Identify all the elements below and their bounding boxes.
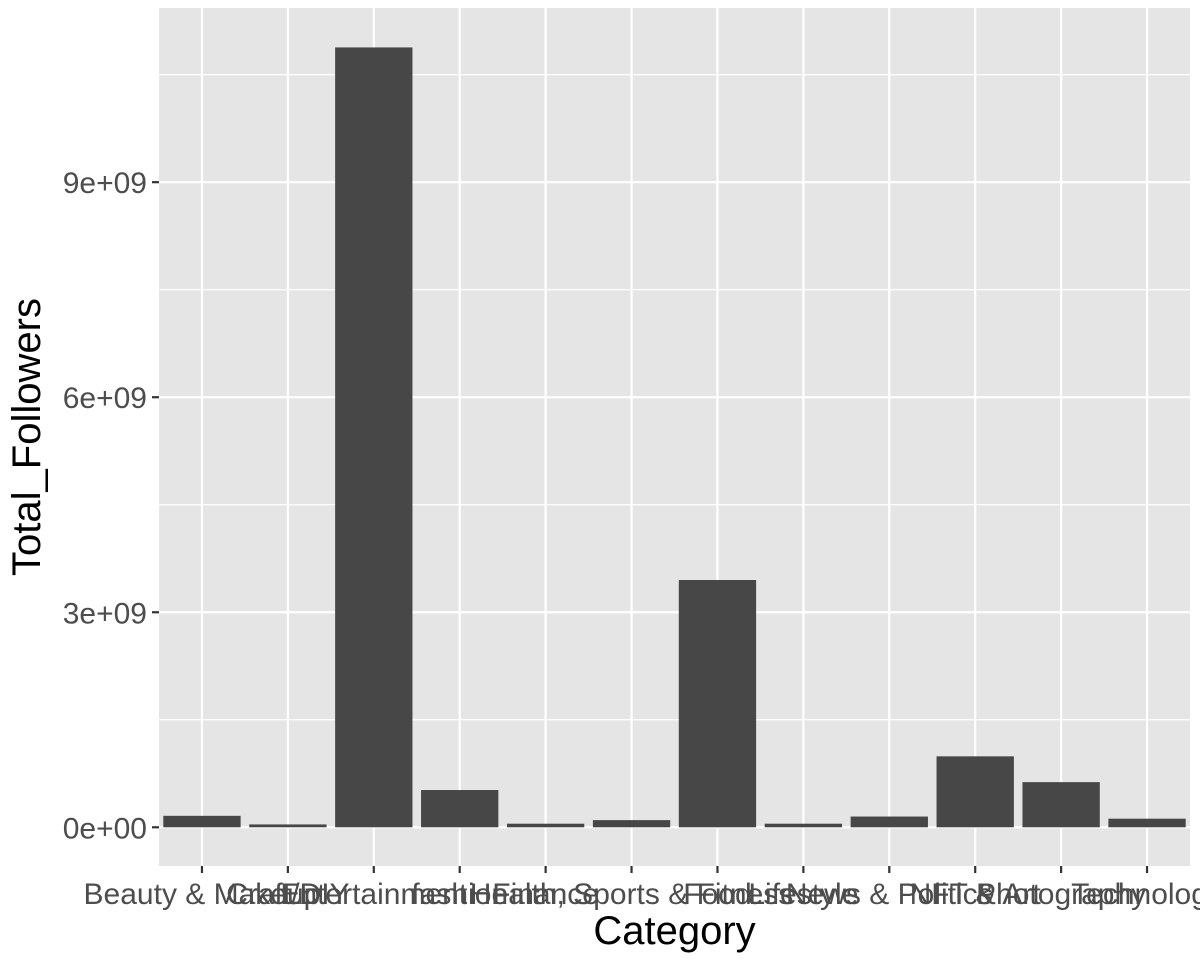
- x-tick-label: Entertainment: [280, 878, 467, 911]
- bar: [1022, 782, 1100, 828]
- bar: [335, 47, 413, 828]
- bar: [421, 790, 499, 828]
- y-tick-label: 0e+00: [63, 812, 147, 845]
- x-tick-label: Craft/DIY: [226, 878, 349, 911]
- x-tick-label: Photography: [976, 878, 1146, 911]
- bar: [249, 824, 327, 828]
- bar: [506, 823, 585, 828]
- bar: [678, 580, 757, 828]
- x-tick-label: Food: [683, 878, 751, 911]
- x-tick-label: Finance: [492, 878, 599, 911]
- bar: [764, 823, 843, 828]
- x-tick-label: Lifestyle: [748, 878, 858, 911]
- x-tick-label: Health, Sports & Fitness: [470, 878, 793, 911]
- y-axis-title: Total_Followers: [5, 298, 49, 576]
- x-tick-label: Beauty & Makeup: [84, 878, 321, 911]
- bar: [850, 816, 928, 828]
- y-tick-label: 6e+09: [63, 382, 147, 415]
- x-axis: Beauty & MakeupCraft/DIYEntertainmentfas…: [84, 866, 1200, 911]
- plot-panel: [159, 8, 1190, 866]
- x-tick-label: NFT & Art: [910, 878, 1042, 911]
- minor-gridlines: [159, 74, 1190, 721]
- bar: [592, 820, 671, 828]
- x-tick-label: fashion: [411, 878, 508, 911]
- bars: [163, 47, 1186, 828]
- y-tick-label: 9e+09: [63, 167, 147, 200]
- x-tick-label: Technology: [1071, 878, 1200, 911]
- x-tick-label: News & Politics: [786, 878, 993, 911]
- bar: [936, 756, 1014, 828]
- y-tick-label: 3e+09: [63, 597, 147, 630]
- x-axis-title: Category: [593, 909, 755, 953]
- bar: [1108, 818, 1186, 828]
- y-axis: 0e+00 3e+09 6e+09 9e+09: [63, 167, 159, 845]
- bar: [163, 815, 241, 828]
